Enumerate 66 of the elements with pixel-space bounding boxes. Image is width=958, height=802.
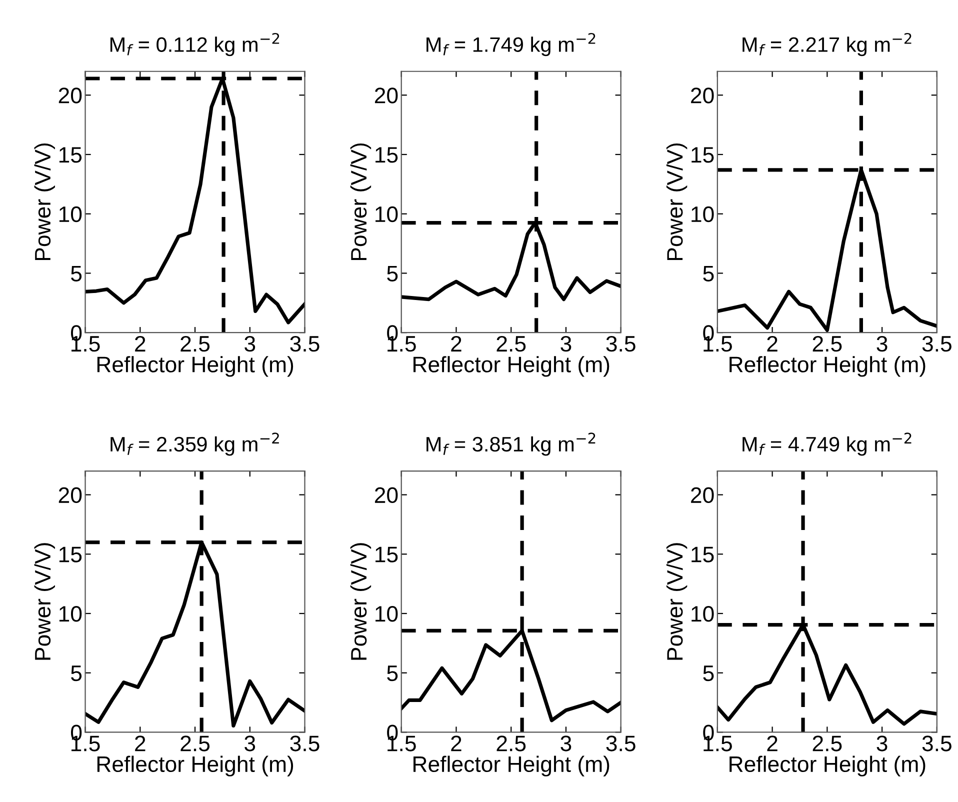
y-axis-title: Power (V/V) (350, 143, 372, 260)
y-tick-label: 15 (59, 546, 82, 562)
y-tick-label: 5 (703, 266, 714, 282)
x-tick-label: 2.5 (180, 336, 210, 352)
y-tick-label: 5 (387, 266, 398, 282)
x-tick-label: 2.5 (812, 336, 842, 352)
x-tick-label: 3 (876, 736, 888, 752)
x-tick-label: 3 (244, 336, 256, 352)
y-tick-label: 20 (691, 88, 714, 104)
y-axis-title: Power (V/V) (34, 143, 55, 260)
y-tick-label: 15 (376, 546, 398, 562)
x-tick-label: 2 (767, 736, 778, 752)
x-tick-label: 3.5 (290, 336, 320, 352)
x-tick-label: 3.5 (606, 336, 636, 352)
y-tick-label: 15 (376, 147, 398, 163)
y-tick-label: 15 (692, 147, 714, 163)
chart-title: M$_{f}$ = 2.217 kg m$^{−2}$ (742, 32, 912, 56)
y-axis-title: Power (V/V) (350, 543, 372, 660)
x-axis-title: Reflector Height (m) (414, 756, 610, 776)
y-tick-label: 10 (376, 206, 398, 222)
y-tick-label: 10 (376, 606, 398, 622)
x-tick-label: 2 (451, 336, 462, 352)
x-tick-label: 2 (135, 736, 146, 752)
x-axis-title: Reflector Height (m) (414, 356, 610, 377)
y-axis-title: Power (V/V) (34, 543, 55, 660)
y-tick-label: 10 (692, 206, 714, 222)
x-tick-label: 3 (560, 336, 572, 352)
x-tick-label: 3.5 (290, 736, 320, 752)
y-tick-label: 5 (71, 266, 82, 282)
x-tick-label: 2.5 (496, 736, 526, 752)
x-axis-title: Reflector Height (m) (730, 756, 926, 776)
y-tick-label: 5 (71, 666, 82, 682)
x-tick-label: 3.5 (922, 336, 952, 352)
y-tick-label: 20 (58, 88, 82, 104)
x-tick-label: 2 (451, 736, 462, 752)
x-tick-label: 2 (767, 336, 778, 352)
y-tick-label: 20 (691, 487, 714, 504)
x-axis-title: Reflector Height (m) (97, 356, 294, 377)
y-tick-label: 5 (387, 666, 398, 682)
x-tick-label: 3 (244, 736, 256, 752)
chart-title: M$_{f}$ = 4.749 kg m$^{−2}$ (742, 432, 912, 456)
y-tick-label: 20 (374, 88, 398, 104)
y-tick-label: 10 (59, 206, 82, 222)
x-axis-title: Reflector Height (m) (730, 356, 926, 377)
y-tick-label: 20 (58, 487, 82, 504)
x-tick-label: 3 (560, 736, 572, 752)
x-tick-label: 3 (876, 336, 888, 352)
y-tick-label: 10 (59, 606, 82, 622)
y-axis-title: Power (V/V) (666, 543, 688, 660)
y-tick-label: 15 (59, 147, 82, 163)
y-tick-label: 20 (374, 487, 398, 504)
y-tick-label: 15 (692, 546, 714, 562)
x-tick-label: 2.5 (496, 336, 526, 352)
x-tick-label: 2.5 (180, 736, 210, 752)
x-tick-label: 2.5 (812, 736, 842, 752)
chart-title: M$_{f}$ = 3.851 kg m$^{−2}$ (426, 432, 596, 456)
chart-title: M$_{f}$ = 2.359 kg m$^{−2}$ (110, 432, 279, 456)
chart-title: M$_{f}$ = 1.749 kg m$^{−2}$ (426, 32, 596, 56)
x-axis-title: Reflector Height (m) (97, 756, 294, 776)
x-tick-label: 3.5 (922, 736, 952, 752)
x-tick-label: 3.5 (606, 736, 636, 752)
chart-title: M$_{f}$ = 0.112 kg m$^{−2}$ (110, 32, 280, 56)
y-tick-label: 10 (692, 606, 714, 622)
y-tick-label: 5 (703, 666, 714, 682)
y-axis-title: Power (V/V) (666, 143, 688, 260)
x-tick-label: 2 (135, 336, 146, 352)
